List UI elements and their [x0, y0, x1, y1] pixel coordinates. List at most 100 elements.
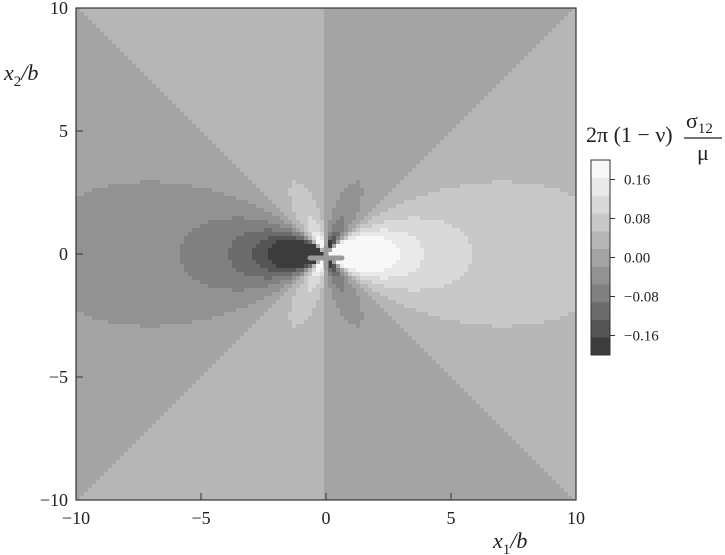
contour-cell — [396, 204, 576, 209]
contour-cell — [396, 320, 461, 325]
contour-cell — [348, 280, 357, 285]
origin-cross-marker — [307, 245, 345, 271]
contour-cell — [260, 188, 289, 193]
contour-cell — [288, 216, 297, 221]
contour-cell — [208, 284, 269, 289]
contour-cell — [308, 316, 325, 321]
contour-cell — [348, 224, 357, 229]
contour-cell — [76, 288, 233, 293]
contour-cell — [360, 272, 409, 277]
contour-cell — [332, 280, 345, 285]
contour-cell — [568, 312, 576, 317]
contour-cell — [76, 324, 141, 329]
contour-cell — [76, 388, 189, 393]
contour-cell — [296, 288, 309, 293]
contour-cell — [356, 276, 361, 281]
contour-cell — [76, 200, 249, 205]
contour-cell — [420, 244, 473, 249]
contour-cell — [164, 92, 325, 97]
contour-cell — [272, 292, 285, 297]
x-tick-label: 0 — [322, 508, 331, 528]
contour-cell — [408, 216, 421, 221]
contour-cell — [188, 388, 325, 393]
contour-cell — [212, 316, 261, 321]
contour-cell — [568, 492, 576, 497]
colorbar-swatch — [591, 248, 610, 267]
contour-cell — [288, 316, 309, 321]
contour-cell — [296, 292, 321, 297]
contour-cell — [76, 20, 93, 25]
contour-cell — [316, 200, 325, 205]
contour-cell — [136, 440, 325, 445]
contour-cell — [336, 244, 397, 249]
contour-cell — [360, 180, 401, 185]
contour-cell — [304, 184, 325, 189]
contour-cell — [344, 280, 349, 285]
colorbar-ticks: −0.16 −0.08 0.00 0.08 0.16 — [610, 173, 659, 345]
contour-cell — [104, 472, 325, 477]
contour-cell — [316, 304, 325, 309]
contour-cell — [312, 288, 321, 293]
contour-cell — [568, 192, 576, 197]
contour-cell — [76, 348, 229, 353]
contour-cell — [244, 216, 281, 221]
contour-cell — [236, 164, 325, 169]
contour-cell — [292, 296, 321, 301]
contour-cell — [356, 268, 385, 273]
contour-cell — [340, 240, 345, 245]
contour-cell — [308, 276, 321, 281]
colorbar-title-numerator: σ12 — [686, 108, 713, 137]
contour-cell — [76, 320, 109, 325]
contour-cell — [308, 280, 321, 285]
contour-cell — [348, 272, 353, 277]
contour-cell — [304, 268, 309, 273]
contour-cell — [76, 148, 221, 153]
contour-cell — [268, 236, 297, 241]
contour-cell — [300, 272, 305, 277]
contour-cell — [324, 64, 517, 69]
contour-cell — [328, 244, 333, 249]
contour-cell — [324, 452, 529, 457]
contour-cell — [76, 368, 209, 373]
contour-cell — [192, 320, 257, 325]
contour-cell — [308, 188, 325, 193]
contour-cell — [324, 404, 481, 409]
contour-cell — [520, 444, 576, 449]
contour-cell — [192, 276, 265, 281]
contour-cell — [76, 128, 201, 133]
contour-cell — [468, 264, 576, 269]
colorbar-swatch — [591, 266, 610, 285]
contour-cell — [324, 92, 489, 97]
contour-cell — [248, 304, 273, 309]
contour-cell — [208, 368, 325, 373]
contour-cell — [552, 28, 576, 33]
contour-cell — [76, 100, 173, 105]
contour-cell — [152, 424, 325, 429]
contour-cell — [324, 488, 565, 493]
contour-cell — [344, 276, 349, 281]
contour-cell — [336, 200, 361, 205]
contour-cell — [76, 356, 221, 361]
x-axis-title-main: x — [492, 528, 503, 553]
contour-cell — [324, 68, 513, 73]
colorbar: 2π (1 − ν) σ12 μ −0.16 −0.08 0.00 0.08 0.16 — [586, 108, 722, 356]
x-tick-label: 10 — [567, 508, 585, 528]
contour-cell — [528, 52, 576, 57]
contour-cell — [360, 300, 377, 305]
contour-cell — [512, 180, 576, 185]
contour-cell — [92, 484, 325, 489]
contour-cell — [324, 60, 521, 65]
contour-cell — [364, 316, 393, 321]
contour-cell — [76, 112, 185, 117]
contour-cell — [404, 200, 576, 205]
contour-cell — [460, 228, 576, 233]
contour-cell — [76, 28, 101, 33]
contour-cell — [76, 496, 81, 500]
contour-cell — [364, 216, 373, 221]
contour-cell — [244, 172, 325, 177]
contour-cell — [308, 216, 313, 221]
contour-cell — [184, 240, 233, 245]
contour-cell — [360, 208, 373, 213]
contour-cell — [76, 256, 181, 261]
contour-cell — [232, 264, 261, 269]
